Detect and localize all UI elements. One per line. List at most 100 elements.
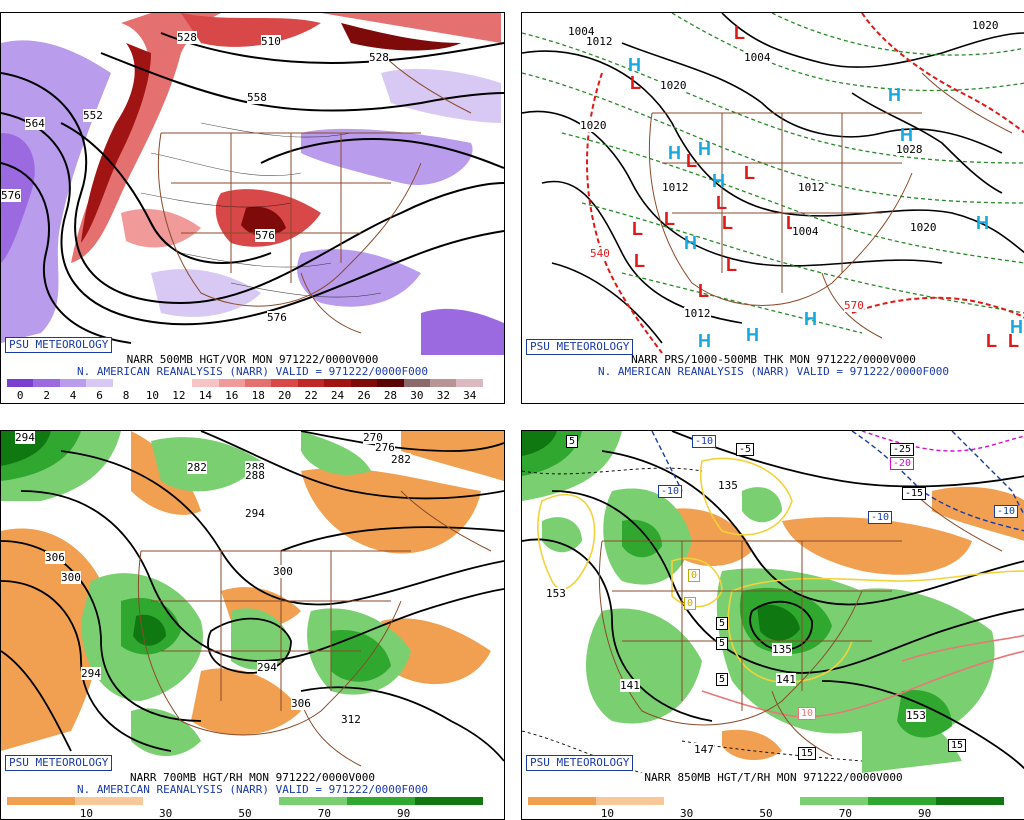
colorbar-swatch (415, 797, 483, 805)
isobar-label: 1004 (744, 51, 771, 64)
colorbar-tick-label: 8 (122, 389, 130, 402)
colorbar-tick-label: 34 (463, 389, 477, 402)
contour-label: 528 (369, 51, 389, 64)
low-pressure-icon: L (986, 331, 997, 351)
pressure-map-svg (522, 13, 1024, 355)
contour-label: 558 (247, 91, 267, 104)
isobar-label: 1020 (580, 119, 607, 132)
temperature-label: -10 (658, 485, 683, 498)
temperature-label: 0 (688, 569, 701, 582)
low-pressure-icon: L (698, 281, 709, 301)
colorbar-swatch (33, 379, 60, 387)
t850-map-svg (522, 431, 1024, 773)
vorticity-map: 528 510 528 558 564 552 576 576 576 PSU … (1, 13, 504, 355)
isobar-label: 540 (590, 247, 610, 260)
psu-meteorology-badge: PSU METEOROLOGY (526, 339, 634, 355)
colorbar-tick-label: 20 (278, 389, 292, 402)
low-pressure-icon: L (722, 213, 733, 233)
contour-label: 576 (1, 189, 21, 202)
colorbar-swatch (868, 797, 936, 805)
colorbar-swatch (347, 797, 415, 805)
temperature-label: 15 (948, 739, 967, 752)
height-contour-label: 294 (81, 667, 101, 680)
contour-label: 552 (83, 109, 103, 122)
high-pressure-icon: H (1010, 317, 1023, 337)
isobar-label: 1004 (792, 225, 819, 238)
colorbar-tick-label: 10 (145, 389, 160, 402)
panel-title: NARR 850MB HGT/T/RH MON 971222/0000V000 (644, 771, 903, 784)
high-pressure-icon: H (698, 139, 711, 159)
temperature-label: -5 (736, 443, 755, 456)
isobar-label: 1012 (798, 181, 825, 194)
height-contour-label: 312 (341, 713, 361, 726)
height-contour-label: 141 (620, 679, 640, 692)
height-contour-label: 282 (187, 461, 207, 474)
isobar-label: 1012 (684, 307, 711, 320)
colorbar-swatch (211, 797, 279, 805)
height-contour-label: 135 (718, 479, 738, 492)
panel-850mb-temperature-rh: 5 -10 -5 -10 -25 -20 -15 -10 -10 135 0 0… (521, 430, 1024, 820)
rh700-map: 294 270 276 282 288 282 294 306 300 294 … (1, 431, 504, 773)
height-contour-label: 141 (776, 673, 796, 686)
colorbar-tick-label: 26 (357, 389, 371, 402)
vorticity-map-svg (1, 13, 504, 355)
high-pressure-icon: H (712, 171, 725, 191)
colorbar-tick-label: 14 (198, 389, 212, 402)
colorbar-swatch (59, 379, 87, 387)
rh700-colorbar-ticks: 10 30 50 70 90 (7, 807, 483, 819)
colorbar-swatch (732, 797, 800, 805)
temperature-label: -15 (902, 487, 927, 500)
colorbar-swatch (596, 797, 664, 805)
contour-label: 576 (255, 229, 275, 242)
high-pressure-icon: H (888, 85, 901, 105)
isobar-label: 570 (844, 299, 864, 312)
colorbar-swatch (279, 797, 347, 805)
colorbar-tick-label: 32 (436, 389, 450, 402)
high-pressure-icon: H (698, 331, 711, 351)
low-pressure-icon: L (726, 255, 737, 275)
isobar-label: 1004 (568, 25, 595, 38)
height-contour-label: 294 (257, 661, 277, 674)
panel-title: NARR 700MB HGT/RH MON 971222/0000V000 (129, 771, 376, 784)
colorbar-tick-label: 70 (838, 807, 852, 820)
low-pressure-icon: L (734, 23, 745, 43)
contour-label: 510 (261, 35, 281, 48)
colorbar-swatch (218, 379, 245, 387)
colorbar-swatch (75, 797, 143, 805)
height-contour-label: 306 (291, 697, 311, 710)
colorbar-tick-label: 24 (330, 389, 345, 402)
low-pressure-icon: L (664, 209, 675, 229)
high-pressure-icon: H (746, 325, 759, 345)
temperature-label: -25 (890, 443, 915, 456)
high-pressure-icon: H (684, 233, 697, 253)
high-pressure-icon: H (628, 55, 641, 75)
colorbar-swatch (139, 379, 166, 387)
temperature-label: -10 (692, 435, 717, 448)
temperature-label: -10 (868, 511, 893, 524)
rh700-colorbar (7, 797, 483, 805)
low-pressure-icon: L (630, 73, 641, 93)
height-contour-label: 135 (772, 643, 792, 656)
colorbar-tick-label: 70 (317, 807, 331, 820)
isobar-label: 1020 (910, 221, 937, 234)
high-pressure-icon: H (976, 213, 989, 233)
height-contour-label: 294 (245, 507, 265, 520)
low-pressure-icon: L (1008, 331, 1019, 351)
height-contour-label: 276 (375, 441, 395, 454)
colorbar-swatch (936, 797, 1004, 805)
pressure-map: H H H H H H H H H H H H L L L L L L L L … (522, 13, 1024, 355)
temperature-label: 0 (684, 597, 697, 610)
contour-label: 564 (25, 117, 45, 130)
colorbar-tick-label: 22 (304, 389, 318, 402)
psu-meteorology-badge: PSU METEOROLOGY (5, 337, 113, 353)
height-contour-label: 294 (15, 431, 35, 444)
colorbar-tick-label: 16 (225, 389, 239, 402)
height-contour-label: 153 (906, 709, 926, 722)
temperature-label: 5 (716, 673, 729, 686)
temperature-label: 5 (566, 435, 579, 448)
low-pressure-icon: L (632, 219, 643, 239)
colorbar-tick-label: 2 (43, 389, 50, 402)
colorbar-tick-label: 30 (159, 807, 173, 820)
vorticity-colorbar (7, 379, 483, 387)
colorbar-tick-label: 50 (759, 807, 773, 820)
